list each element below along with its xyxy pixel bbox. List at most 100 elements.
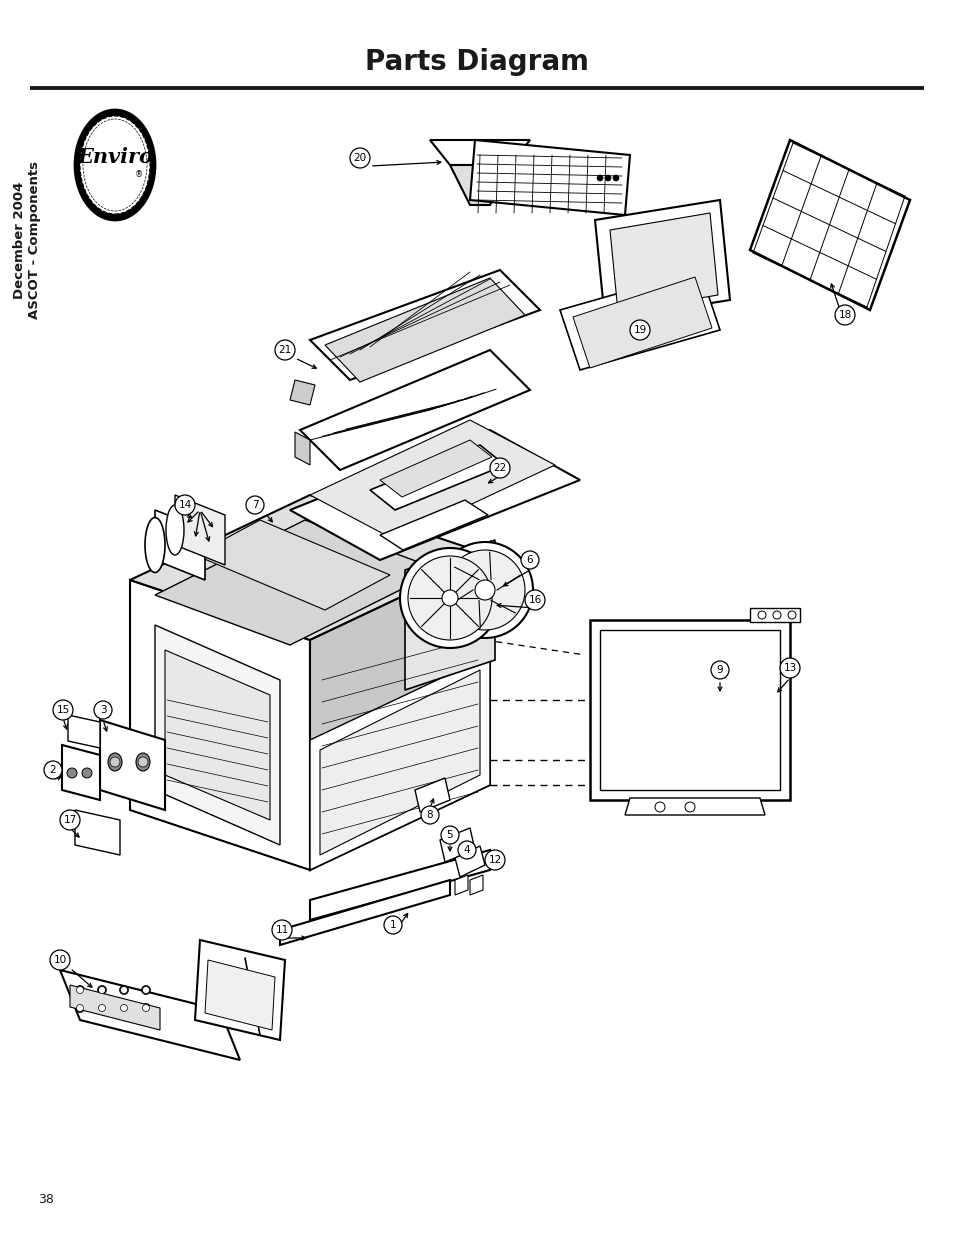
Text: 14: 14 [178,500,192,510]
Ellipse shape [75,110,154,220]
Polygon shape [100,720,165,810]
Circle shape [684,802,695,811]
Circle shape [110,757,120,767]
Polygon shape [405,540,495,690]
Circle shape [408,556,492,640]
Circle shape [50,950,70,969]
Polygon shape [749,608,800,622]
Circle shape [94,701,112,719]
Polygon shape [174,495,225,564]
Ellipse shape [83,119,147,211]
Polygon shape [60,969,240,1060]
Polygon shape [280,881,450,945]
Text: 19: 19 [633,325,646,335]
Circle shape [76,987,84,993]
Text: 11: 11 [275,925,289,935]
Circle shape [420,806,438,824]
Circle shape [119,986,129,994]
Circle shape [475,580,495,600]
Polygon shape [573,277,711,368]
Text: 13: 13 [782,663,796,673]
Circle shape [399,548,499,648]
Circle shape [441,590,457,606]
Polygon shape [310,420,555,540]
Polygon shape [319,671,479,855]
Circle shape [604,175,610,182]
Text: 1: 1 [389,920,395,930]
Text: 12: 12 [488,855,501,864]
Text: 16: 16 [528,595,541,605]
Circle shape [119,1004,129,1013]
Polygon shape [194,940,285,1040]
Polygon shape [624,798,764,815]
Polygon shape [310,655,490,869]
Text: 9: 9 [716,664,722,676]
Circle shape [141,1004,151,1013]
Circle shape [97,1004,107,1013]
Text: 18: 18 [838,310,851,320]
Polygon shape [370,445,504,510]
Text: 21: 21 [278,345,292,354]
Text: 38: 38 [38,1193,53,1207]
Polygon shape [130,495,490,640]
Polygon shape [310,850,490,920]
Circle shape [440,826,458,844]
Polygon shape [379,500,488,550]
Circle shape [787,611,795,619]
Polygon shape [609,212,718,312]
Ellipse shape [80,116,150,214]
Circle shape [67,768,77,778]
Polygon shape [455,876,468,895]
Text: Parts Diagram: Parts Diagram [365,48,588,77]
Polygon shape [439,827,475,862]
Circle shape [384,916,401,934]
Circle shape [758,611,765,619]
Polygon shape [470,140,629,215]
Circle shape [436,542,533,638]
Polygon shape [310,555,490,869]
Circle shape [444,550,524,630]
Circle shape [142,1004,150,1011]
Circle shape [75,1004,85,1013]
Polygon shape [599,630,780,790]
Polygon shape [290,430,579,559]
Text: 8: 8 [426,810,433,820]
Circle shape [142,987,150,993]
Polygon shape [154,510,205,580]
Polygon shape [68,715,100,748]
Polygon shape [470,876,482,895]
Circle shape [53,700,73,720]
Circle shape [98,987,106,993]
Polygon shape [749,140,909,310]
Circle shape [120,987,128,993]
Text: 15: 15 [56,705,70,715]
Text: 4: 4 [463,845,470,855]
Circle shape [629,320,649,340]
Polygon shape [290,380,314,405]
Polygon shape [154,520,439,645]
Circle shape [457,841,476,860]
Text: 17: 17 [63,815,76,825]
Circle shape [655,802,664,811]
Circle shape [613,175,618,182]
Ellipse shape [145,517,165,573]
Polygon shape [595,200,729,320]
Polygon shape [379,440,492,496]
Text: 10: 10 [53,955,67,965]
Polygon shape [455,846,484,877]
Polygon shape [165,650,270,820]
Text: 22: 22 [493,463,506,473]
Text: ASCOT - Components: ASCOT - Components [29,161,42,319]
Polygon shape [294,432,310,466]
Polygon shape [62,745,100,800]
Text: 20: 20 [353,153,366,163]
Circle shape [524,590,544,610]
Text: 6: 6 [526,555,533,564]
Text: Enviro: Enviro [77,147,152,167]
Polygon shape [310,270,539,380]
Text: 3: 3 [99,705,106,715]
Circle shape [174,495,194,515]
Circle shape [76,1004,84,1011]
Polygon shape [70,986,160,1030]
Polygon shape [194,520,390,610]
